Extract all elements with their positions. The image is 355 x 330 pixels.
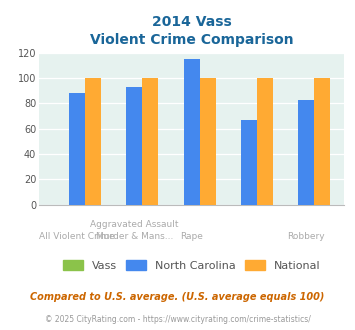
Text: Murder & Mans...: Murder & Mans... — [95, 232, 173, 241]
Bar — [142, 78, 158, 205]
Bar — [69, 93, 85, 205]
Bar — [315, 78, 331, 205]
Title: 2014 Vass
Violent Crime Comparison: 2014 Vass Violent Crime Comparison — [90, 15, 294, 48]
Bar — [126, 87, 142, 205]
Text: All Violent Crime: All Violent Crime — [39, 232, 115, 241]
Bar — [200, 78, 216, 205]
Bar — [298, 100, 315, 205]
Bar — [85, 78, 101, 205]
Text: Rape: Rape — [180, 232, 203, 241]
Text: Robbery: Robbery — [288, 232, 325, 241]
Text: Compared to U.S. average. (U.S. average equals 100): Compared to U.S. average. (U.S. average … — [30, 292, 325, 302]
Text: Aggravated Assault: Aggravated Assault — [90, 220, 179, 229]
Text: © 2025 CityRating.com - https://www.cityrating.com/crime-statistics/: © 2025 CityRating.com - https://www.city… — [45, 315, 310, 324]
Bar — [257, 78, 273, 205]
Bar — [184, 59, 200, 205]
Bar — [241, 120, 257, 205]
Legend: Vass, North Carolina, National: Vass, North Carolina, National — [59, 256, 324, 275]
